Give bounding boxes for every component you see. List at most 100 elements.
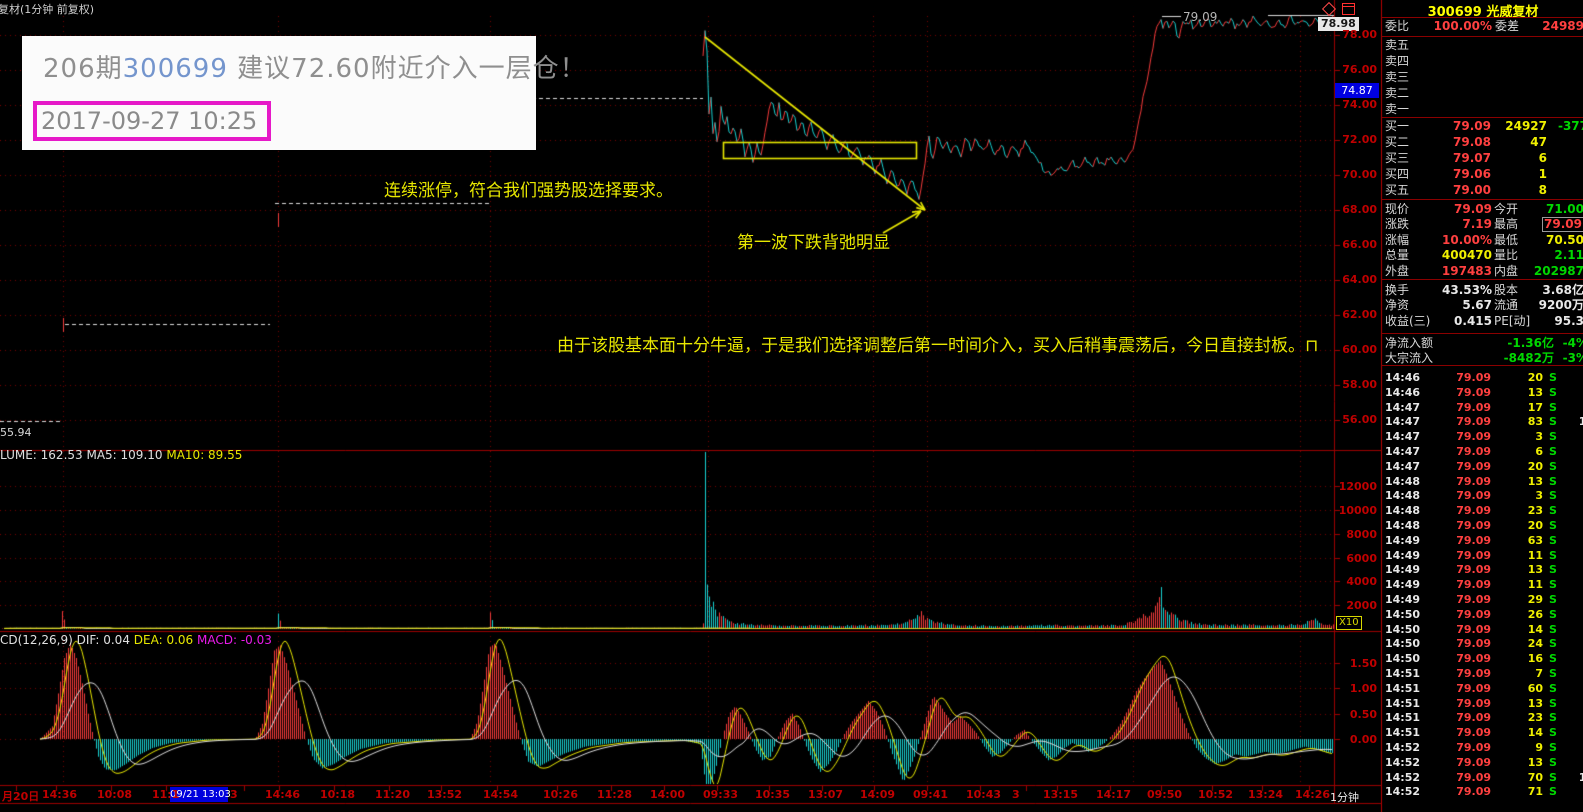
trade-volume: 3 bbox=[1535, 430, 1543, 444]
trade-time: 14:47 bbox=[1385, 400, 1421, 414]
trade-volume: 16 bbox=[1527, 652, 1543, 666]
trade-price: 79.09 bbox=[1456, 607, 1491, 621]
time-axis-label: 11:1 bbox=[152, 788, 180, 801]
trade-volume: 23 bbox=[1527, 504, 1543, 518]
macd-hist-label: MACD: -0.03 bbox=[197, 633, 272, 647]
bid-price: 79.06 bbox=[1453, 167, 1491, 181]
trade-time: 14:46 bbox=[1385, 385, 1421, 399]
bid-row: 买四 79.06 1 bbox=[1382, 167, 1583, 182]
trade-flag: S bbox=[1549, 726, 1557, 740]
crosshair-price-tag: 74.87 bbox=[1335, 83, 1379, 98]
quote-panel: 300699 光威复材 委比 100.00% 委差 24989 卖五 卖四 卖三 卖二… bbox=[1381, 0, 1583, 812]
stat-label: 最低 bbox=[1494, 232, 1519, 247]
trade-row[interactable]: 14:47 79.09 83 S 13 bbox=[1382, 414, 1583, 429]
high-price-label: 79.09 bbox=[1183, 10, 1218, 24]
flow-value: -8482万 bbox=[1503, 351, 1554, 365]
trade-flag: S bbox=[1549, 578, 1557, 592]
trade-price: 79.09 bbox=[1456, 371, 1491, 384]
stat-label: 量比 bbox=[1494, 248, 1519, 263]
macd-dea-label: DEA: 0.06 bbox=[133, 633, 194, 647]
stat-value: 5.67 bbox=[1462, 298, 1492, 313]
trade-time: 14:52 bbox=[1385, 741, 1421, 754]
stat-value: 79.09 bbox=[1542, 217, 1583, 233]
trade-price: 79.09 bbox=[1456, 578, 1491, 592]
volume-pane-header: LUME: 162.53 MA5: 109.10 MA10: 89.55 bbox=[0, 448, 242, 462]
trade-price: 79.09 bbox=[1456, 593, 1491, 606]
trade-time: 14:49 bbox=[1385, 593, 1421, 606]
time-axis-label: 14:00 bbox=[650, 788, 686, 801]
trade-time: 14:52 bbox=[1385, 755, 1421, 769]
diamond-icon[interactable] bbox=[1321, 1, 1337, 17]
stat-value: 202987 bbox=[1533, 263, 1583, 278]
flow-row: 大宗流入 -8482万 -3% bbox=[1382, 351, 1583, 366]
trade-price: 79.09 bbox=[1456, 770, 1491, 784]
bid-label: 买五 bbox=[1385, 183, 1410, 197]
trade-price: 79.09 bbox=[1456, 785, 1491, 799]
trade-price: 79.09 bbox=[1456, 474, 1491, 488]
trade-time: 14:52 bbox=[1385, 785, 1421, 799]
chart-corner-icons bbox=[1321, 1, 1362, 17]
volume-ma10-label: MA10: 89.55 bbox=[166, 448, 243, 462]
bid-volume: 8 bbox=[1538, 183, 1547, 197]
trade-time: 14:48 bbox=[1385, 474, 1421, 488]
ask-row: 卖四 bbox=[1382, 54, 1583, 69]
bid-volume: 1 bbox=[1538, 167, 1547, 181]
volume-value-label: LUME: 162.53 bbox=[0, 448, 83, 462]
volume-tick-label: 6000 bbox=[1346, 551, 1377, 565]
note-box: 206期300699 建议72.60附近介入一层仓！ 2017-09-27 10… bbox=[22, 36, 586, 150]
price-tick-label: 78.00 bbox=[1342, 28, 1377, 41]
trade-volume: 70 bbox=[1527, 770, 1543, 784]
ask-row: 卖一 bbox=[1382, 102, 1583, 117]
stat-label: 涨跌 bbox=[1385, 217, 1410, 232]
trade-price: 79.09 bbox=[1456, 519, 1491, 532]
trade-flag: S bbox=[1549, 445, 1557, 458]
time-axis-label: 09:41 bbox=[913, 788, 949, 801]
ask-label: 卖五 bbox=[1385, 38, 1410, 52]
price-tick-label: 72.00 bbox=[1342, 133, 1377, 146]
trade-price: 79.09 bbox=[1456, 652, 1491, 666]
trade-volume: 13 bbox=[1527, 563, 1543, 577]
trade-price: 79.09 bbox=[1456, 667, 1491, 680]
trade-price: 79.09 bbox=[1456, 459, 1491, 473]
volume-tick-label: 8000 bbox=[1346, 527, 1377, 541]
trade-price: 79.09 bbox=[1456, 711, 1491, 725]
trade-row[interactable]: 14:52 79.09 70 S 14 bbox=[1382, 770, 1583, 785]
time-axis-label: 14:26 bbox=[1295, 788, 1331, 801]
trade-time: 14:49 bbox=[1385, 533, 1421, 547]
volume-scale-tag: X10 bbox=[1336, 616, 1362, 630]
period-label[interactable]: 1分钟 bbox=[1330, 791, 1359, 804]
time-axis-label: 3 bbox=[230, 788, 238, 801]
stat-value: 79.09 bbox=[1454, 202, 1492, 216]
trade-volume: 20 bbox=[1527, 519, 1543, 532]
window-restore-icon[interactable] bbox=[1342, 3, 1355, 15]
trade-time: 14:49 bbox=[1385, 578, 1421, 592]
trade-volume: 29 bbox=[1527, 593, 1543, 606]
